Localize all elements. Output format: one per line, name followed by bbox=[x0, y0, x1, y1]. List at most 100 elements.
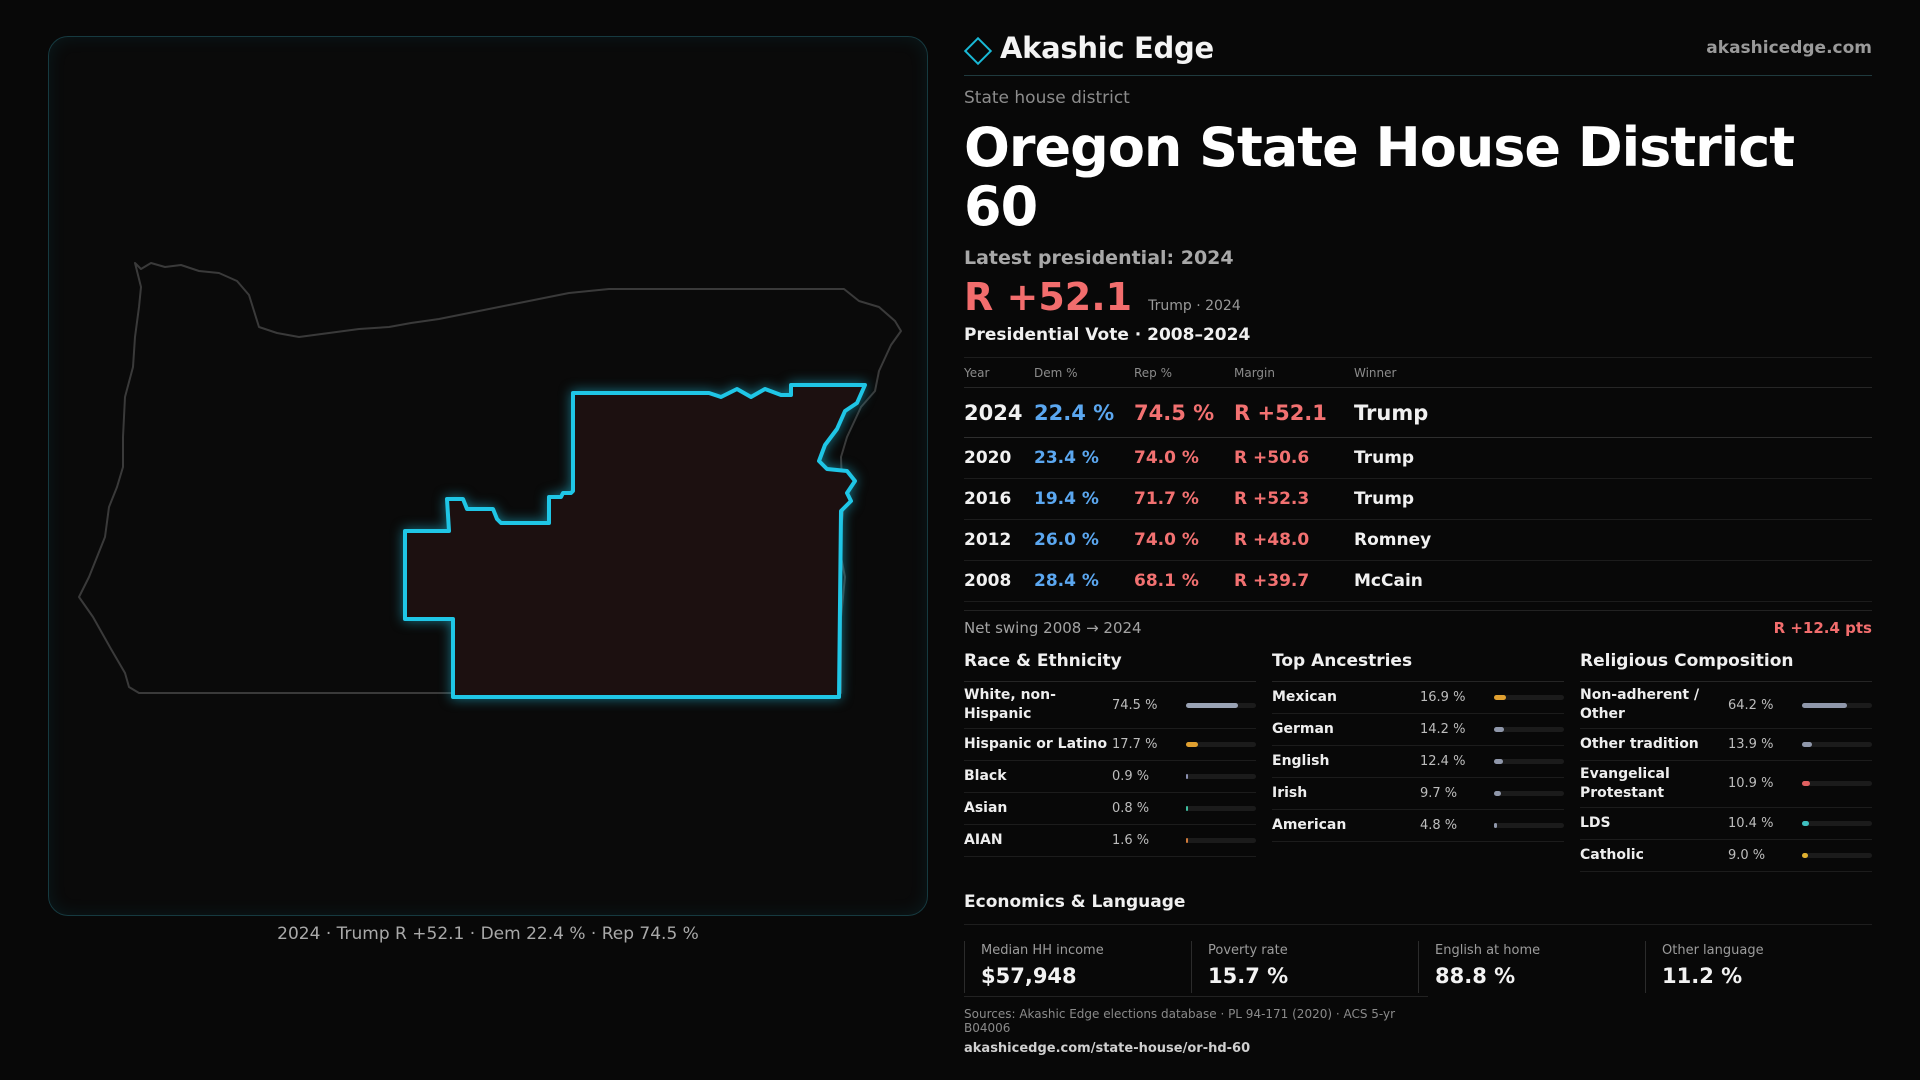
stat-label: Irish bbox=[1272, 785, 1308, 802]
cell-year: 2008 bbox=[964, 560, 1034, 603]
cell-margin: R +48.0 bbox=[1234, 519, 1354, 562]
cell-dem: 28.4 % bbox=[1034, 560, 1134, 603]
cell-margin: R +50.6 bbox=[1234, 437, 1354, 480]
stat-value: 1.6 % bbox=[1112, 833, 1150, 849]
col-year: Year bbox=[964, 357, 1034, 389]
stat-value: 10.4 % bbox=[1728, 815, 1774, 831]
share-bar-track bbox=[1802, 702, 1872, 708]
stat-row: German 14.2 % bbox=[1272, 714, 1564, 747]
share-bar-fill bbox=[1186, 702, 1239, 708]
stat-row: Non-adherent / Other 64.2 % bbox=[1580, 682, 1872, 730]
oregon-state-outline bbox=[78, 262, 902, 694]
stat-value: 10.9 % bbox=[1728, 776, 1774, 792]
district-map bbox=[78, 262, 902, 699]
share-bar-fill bbox=[1494, 791, 1501, 797]
brand-url-link[interactable]: akashicedge.com bbox=[1706, 37, 1872, 58]
stat-label: White, non-Hispanic bbox=[964, 687, 1056, 723]
share-bar-track bbox=[1186, 838, 1256, 844]
table-header-row: Year Dem % Rep % Margin Winner bbox=[964, 357, 1872, 389]
share-bar-fill bbox=[1494, 727, 1504, 733]
share-bar-fill bbox=[1494, 695, 1506, 701]
stat-label: American bbox=[1272, 817, 1347, 834]
cell-rep: 74.0 % bbox=[1134, 519, 1234, 562]
stat-value: 9.7 % bbox=[1420, 786, 1458, 802]
share-bar-fill bbox=[1494, 823, 1498, 829]
stat-row: AIAN 1.6 % bbox=[964, 825, 1256, 858]
stat-label: Other tradition bbox=[1580, 736, 1699, 753]
econ-cell-other-language: Other language 11.2 % bbox=[1645, 940, 1872, 993]
brand[interactable]: Akashic Edge bbox=[963, 30, 1214, 65]
net-swing-label: Net swing 2008 → 2024 bbox=[964, 619, 1142, 638]
econ-cell-poverty-rate: Poverty rate 15.7 % bbox=[1191, 940, 1418, 993]
stat-row: Irish 9.7 % bbox=[1272, 778, 1564, 811]
cell-year: 2020 bbox=[964, 437, 1034, 480]
econ-label: Other language bbox=[1662, 942, 1764, 958]
sources-url-link[interactable]: akashicedge.com/state-house/or-hd-60 bbox=[964, 1041, 1251, 1056]
religious-composition-heading: Religious Composition bbox=[1580, 651, 1872, 683]
top-ancestries-heading: Top Ancestries bbox=[1272, 651, 1564, 683]
stat-row: LDS 10.4 % bbox=[1580, 808, 1872, 840]
diamond-logo-icon bbox=[963, 36, 993, 65]
net-swing-row: Net swing 2008 → 2024 R +12.4 pts bbox=[964, 610, 1872, 637]
share-bar-track bbox=[1494, 823, 1564, 829]
share-bar-fill bbox=[1802, 820, 1810, 826]
latest-margin-row: R +52.1 Trump · 2024 bbox=[964, 275, 1872, 319]
cell-margin: R +39.7 bbox=[1234, 560, 1354, 603]
econ-value: 15.7 % bbox=[1208, 963, 1289, 988]
share-bar-track bbox=[1186, 774, 1256, 780]
econ-label: Poverty rate bbox=[1208, 942, 1288, 958]
brand-name: Akashic Edge bbox=[1000, 30, 1214, 65]
stat-value: 9.0 % bbox=[1728, 847, 1766, 863]
share-bar-fill bbox=[1186, 774, 1188, 780]
econ-value: $57,948 bbox=[981, 963, 1077, 988]
econ-label: Median HH income bbox=[981, 942, 1104, 958]
race-ethnicity-heading: Race & Ethnicity bbox=[964, 651, 1256, 683]
stat-row: White, non-Hispanic 74.5 % bbox=[964, 682, 1256, 730]
cell-winner: Trump bbox=[1354, 478, 1872, 521]
stat-label: Non-adherent / Other bbox=[1580, 687, 1700, 723]
stat-value: 17.7 % bbox=[1112, 737, 1158, 753]
share-bar-track bbox=[1494, 759, 1564, 765]
share-bar-track bbox=[1494, 791, 1564, 797]
demographics-columns: Race & Ethnicity White, non-Hispanic 74.5… bbox=[964, 651, 1872, 872]
table-row: 2016 19.4 % 71.7 % R +52.3 Trump bbox=[964, 478, 1872, 521]
share-bar-track bbox=[1494, 695, 1564, 701]
stat-value: 74.5 % bbox=[1112, 697, 1158, 713]
cell-rep: 74.0 % bbox=[1134, 437, 1234, 480]
cell-dem: 19.4 % bbox=[1034, 478, 1134, 521]
share-bar-fill bbox=[1802, 852, 1809, 858]
econ-label: English at home bbox=[1435, 942, 1541, 958]
top-ancestries-list: Mexican 16.9 % German 14.2 % English 12.4 % Ir… bbox=[1272, 682, 1564, 843]
econ-value: 88.8 % bbox=[1435, 963, 1516, 988]
stat-row: Asian 0.8 % bbox=[964, 793, 1256, 826]
presidential-vote-table: Year Dem % Rep % Margin Winner 2024 22.4… bbox=[964, 357, 1872, 603]
stat-value: 0.9 % bbox=[1112, 769, 1150, 785]
presidential-vote-heading: Presidential Vote · 2008–2024 bbox=[964, 325, 1872, 358]
religious-composition-section: Religious Composition Non-adherent / Oth… bbox=[1580, 651, 1872, 872]
econ-cell-english-at-home: English at home 88.8 % bbox=[1418, 940, 1645, 993]
district-kind: State house district bbox=[964, 88, 1130, 108]
cell-margin: R +52.3 bbox=[1234, 478, 1354, 521]
share-bar-track bbox=[1186, 702, 1256, 708]
share-bar-track bbox=[1186, 742, 1256, 748]
table-row: 2024 22.4 % 74.5 % R +52.1 Trump bbox=[964, 387, 1872, 439]
share-bar-fill bbox=[1802, 742, 1812, 748]
stat-value: 16.9 % bbox=[1420, 690, 1466, 706]
cell-dem: 26.0 % bbox=[1034, 519, 1134, 562]
map-caption: 2024 · Trump R +52.1 · Dem 22.4 % · Rep … bbox=[277, 924, 699, 944]
share-bar-fill bbox=[1186, 838, 1188, 844]
cell-rep: 74.5 % bbox=[1134, 387, 1234, 439]
share-bar-track bbox=[1802, 742, 1872, 748]
stat-row: Mexican 16.9 % bbox=[1272, 682, 1564, 715]
stat-label: LDS bbox=[1580, 814, 1611, 831]
share-bar-fill bbox=[1802, 702, 1847, 708]
stat-value: 14.2 % bbox=[1420, 722, 1466, 738]
race-ethnicity-list: White, non-Hispanic 74.5 % Hispanic or Lat… bbox=[964, 682, 1256, 858]
stat-label: Mexican bbox=[1272, 689, 1337, 706]
cell-winner: Trump bbox=[1354, 387, 1872, 439]
economics-heading: Economics & Language bbox=[964, 892, 1872, 925]
economics-grid: Median HH income $57,948 Poverty rate 15… bbox=[964, 940, 1872, 993]
top-ancestries-section: Top Ancestries Mexican 16.9 % German 14.2 %… bbox=[1272, 651, 1564, 872]
cell-winner: Romney bbox=[1354, 519, 1872, 562]
table-row: 2020 23.4 % 74.0 % R +50.6 Trump bbox=[964, 437, 1872, 480]
